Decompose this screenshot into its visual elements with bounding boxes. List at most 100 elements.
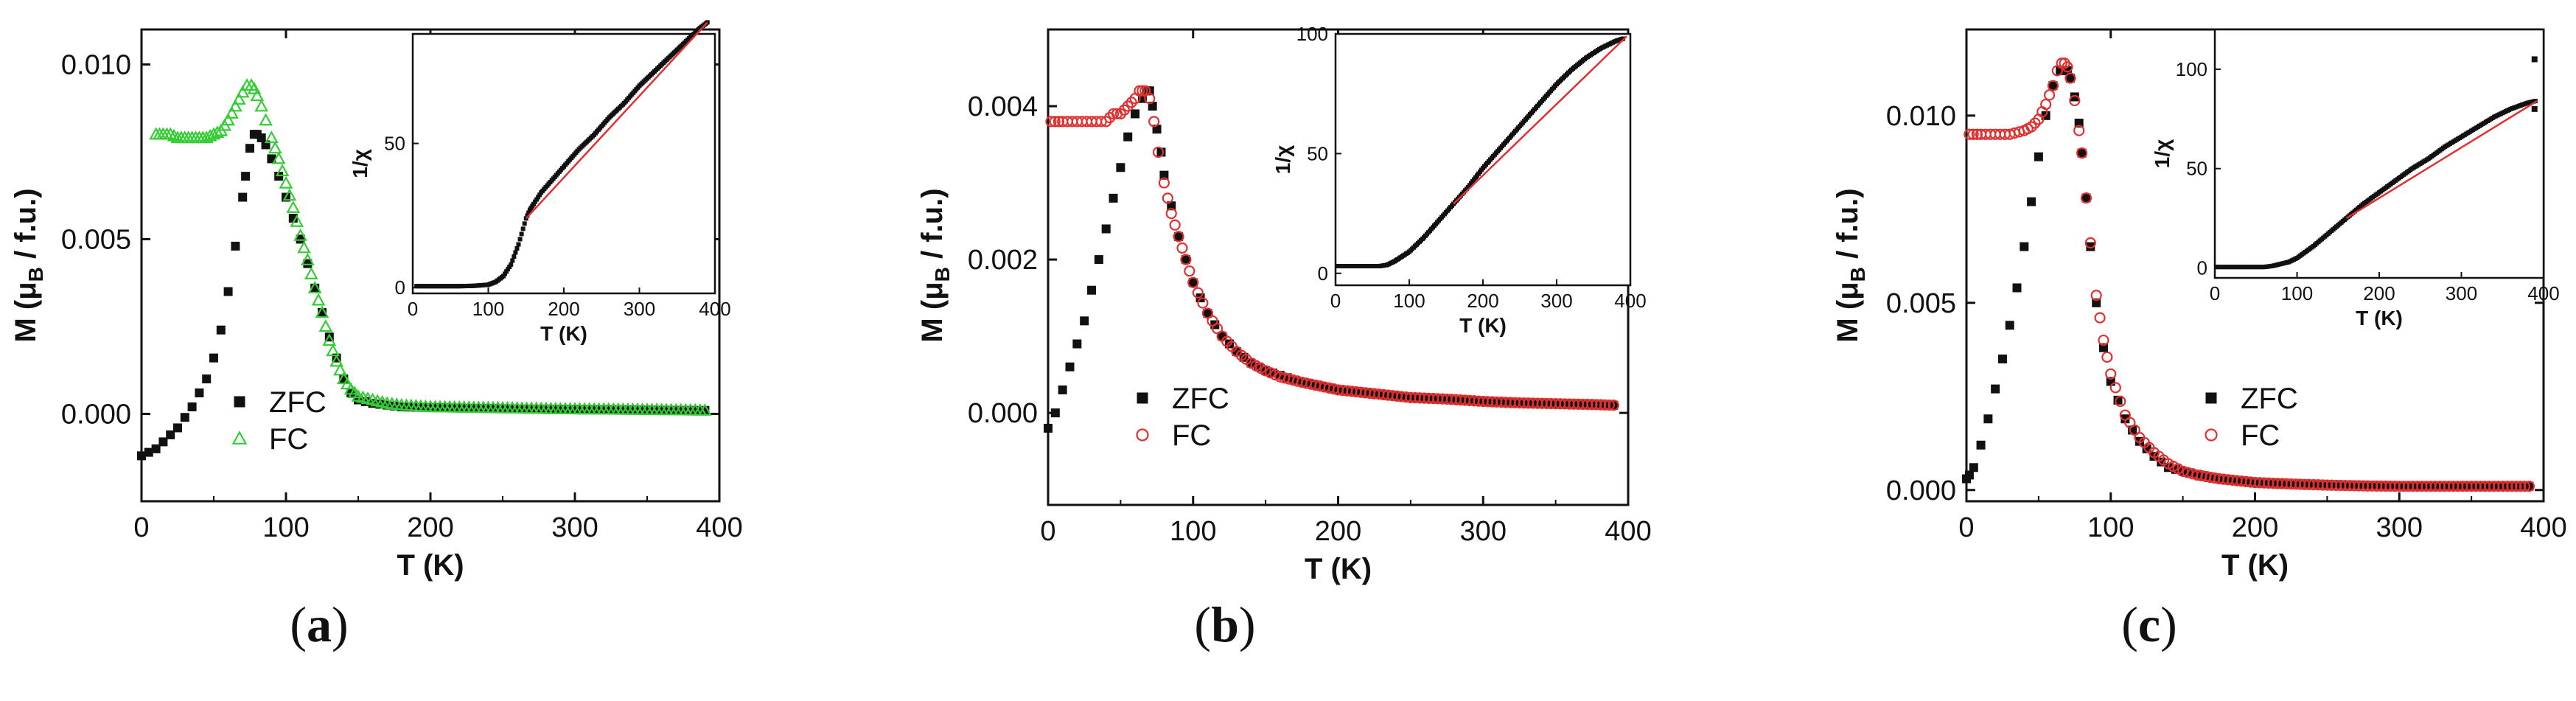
inset-plot: 0 100 200 300 400 0 50 100 T (K) 1/χ	[1271, 23, 1647, 337]
legend: ZFC FC	[2205, 383, 2298, 452]
data-point	[167, 128, 181, 142]
data-point	[2502, 481, 2513, 492]
data-point	[318, 319, 333, 332]
data-point	[1991, 384, 2000, 394]
data-point	[1211, 323, 1224, 335]
inset-x-tick-label: 200	[2363, 282, 2395, 304]
inset-data-point	[537, 192, 542, 198]
series-fc	[1964, 57, 2535, 492]
data-point	[1109, 193, 1118, 203]
x-tick-label: 200	[2232, 512, 2278, 543]
data-point	[210, 125, 225, 138]
data-point	[1167, 201, 1176, 211]
data-point	[1152, 146, 1165, 158]
inset-fit-line	[525, 21, 708, 220]
x-axis-label: T (K)	[1305, 553, 1372, 585]
inset-x-tick-label: 200	[548, 298, 579, 320]
data-point	[216, 325, 226, 335]
x-tick-label: 0	[1958, 512, 1974, 543]
inset-x-tick-label: 100	[472, 298, 504, 320]
data-point	[2105, 368, 2117, 380]
caption-letter: b	[1211, 596, 1239, 652]
data-point	[1131, 109, 1140, 119]
inset-y-tick-label: 50	[384, 133, 405, 155]
data-point	[2065, 74, 2075, 83]
data-point	[250, 88, 265, 102]
inset-data-point	[510, 258, 515, 263]
data-point	[1180, 254, 1192, 265]
data-point	[2074, 118, 2084, 128]
inset-y-tick-label: 50	[1307, 142, 1328, 164]
data-point	[326, 343, 341, 357]
inset-data-point	[519, 231, 524, 237]
panel-caption: (c)	[2121, 596, 2177, 652]
y-axis-label-suffix: / f.u.)	[1832, 188, 1864, 267]
inset-x-axis-label: T (K)	[2356, 307, 2403, 329]
y-axis-label-sub: B	[931, 267, 954, 282]
data-point	[1101, 224, 1111, 234]
data-point	[1049, 116, 1061, 128]
data-point	[1158, 177, 1170, 189]
inset-y-tick-label: 0	[2197, 257, 2207, 279]
inset-data-point	[2531, 56, 2538, 63]
inset-x-tick-label: 300	[624, 298, 655, 320]
data-point	[231, 241, 240, 251]
data-point	[1107, 108, 1120, 120]
data-point	[1173, 231, 1184, 243]
data-point	[144, 447, 153, 457]
data-point	[231, 92, 246, 105]
data-point	[1181, 255, 1190, 265]
inset-x-tick-label: 0	[1330, 290, 1341, 312]
inset-x-tick-label: 400	[2527, 282, 2559, 304]
data-point	[1608, 400, 1619, 411]
data-point	[1087, 285, 1097, 295]
data-point	[2069, 94, 2081, 107]
data-point	[2098, 334, 2109, 346]
data-point	[163, 127, 178, 140]
x-tick-label: 100	[2087, 512, 2134, 543]
data-point	[241, 172, 251, 181]
chart-panel-c: 0 100 200 300 400 0.000 0.005 0.010 T (K) M (μB /…	[1832, 28, 2567, 652]
inset-x-tick-label: 0	[2210, 282, 2220, 304]
legend-marker-zfc	[234, 396, 245, 408]
data-point	[322, 333, 337, 346]
panel-caption: (a)	[290, 596, 348, 652]
x-tick-label: 400	[2520, 512, 2566, 543]
data-point	[698, 402, 712, 416]
y-tick-label: 0.010	[1886, 101, 1956, 132]
legend-marker-zfc	[1137, 392, 1148, 404]
data-point	[2073, 125, 2085, 136]
data-point	[2062, 61, 2073, 73]
y-axis-label-sub: B	[24, 267, 47, 282]
x-tick-label: 300	[551, 512, 598, 543]
inset-plot: 0 100 200 300 400 0 50 100 T (K) 1/χ	[2151, 28, 2560, 329]
data-point	[2012, 283, 2022, 293]
data-point	[2080, 192, 2092, 204]
data-point	[1169, 219, 1181, 231]
data-point	[1044, 423, 1053, 433]
inset-data-point	[525, 213, 530, 218]
inset-x-tick-label: 100	[2281, 282, 2313, 304]
y-axis-label-prefix: M (μ	[10, 282, 42, 342]
inset-x-tick-label: 100	[1393, 290, 1425, 312]
legend-label-zfc: ZFC	[269, 386, 327, 419]
inset-data-point	[513, 250, 518, 255]
caption-close: )	[1239, 596, 1256, 652]
caption-letter: a	[307, 596, 332, 652]
data-point	[293, 228, 307, 241]
data-point	[1053, 116, 1065, 128]
y-tick-label: 0.004	[968, 91, 1038, 122]
data-point	[247, 81, 262, 94]
legend-marker-fc	[2205, 428, 2218, 442]
data-point	[2094, 312, 2106, 324]
data-point	[2109, 382, 2121, 394]
data-point	[297, 240, 311, 254]
data-point	[1050, 408, 1060, 418]
inset-x-axis-label: T (K)	[540, 322, 587, 345]
data-point	[228, 99, 242, 112]
data-point	[1997, 354, 2007, 363]
data-point	[1162, 192, 1173, 204]
data-point	[1159, 170, 1169, 180]
inset-x-tick-label: 0	[408, 298, 418, 320]
y-tick-label: 0.005	[1886, 288, 1956, 319]
